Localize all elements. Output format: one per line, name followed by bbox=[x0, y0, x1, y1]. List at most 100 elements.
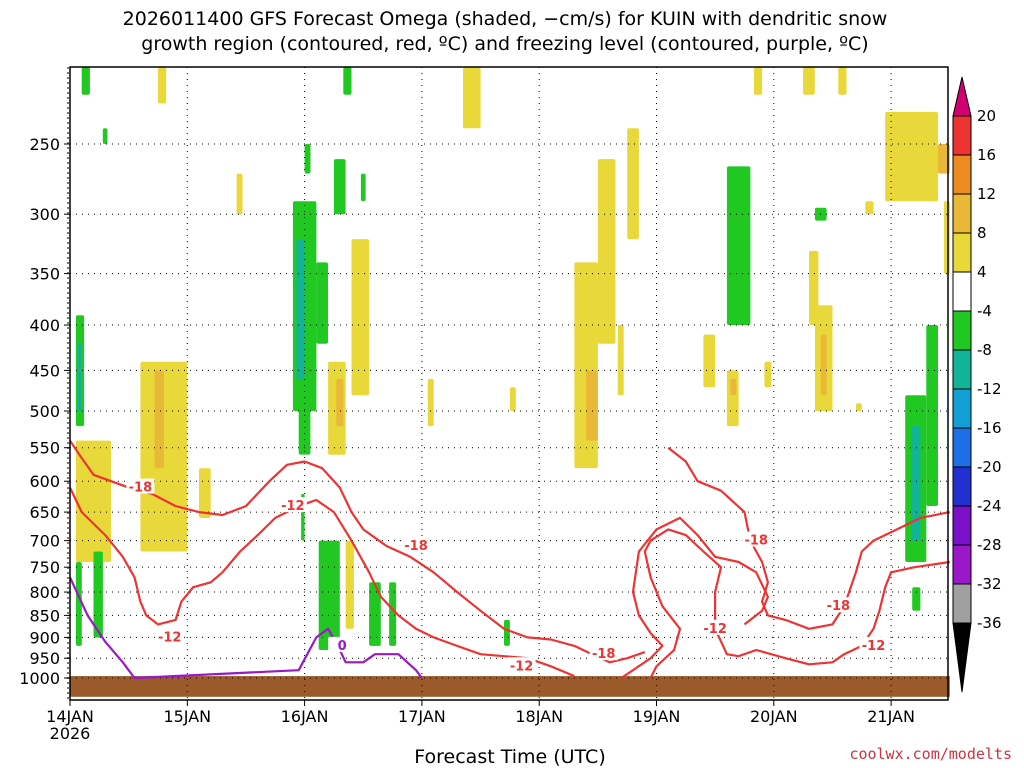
omega-region-42 bbox=[316, 262, 328, 344]
colorbar-label: -36 bbox=[977, 614, 1002, 632]
omega-region-3 bbox=[154, 370, 164, 469]
omega-region-36 bbox=[77, 343, 82, 411]
freezing-level-contour bbox=[69, 576, 423, 680]
y-tick-label: 300 bbox=[29, 205, 60, 224]
colorbar-segment bbox=[952, 232, 972, 273]
colorbar-segment bbox=[952, 427, 972, 468]
colorbar-segment bbox=[952, 388, 972, 429]
contour-label-bg-6 bbox=[742, 531, 771, 547]
omega-region-33 bbox=[943, 201, 950, 274]
omega-region-52 bbox=[504, 619, 510, 646]
y-tick-label: 650 bbox=[29, 503, 60, 522]
colorbar-label: -8 bbox=[977, 341, 992, 359]
contour-label-bg-7 bbox=[701, 619, 730, 635]
omega-region-30 bbox=[865, 201, 874, 215]
colorbar-segment bbox=[952, 271, 972, 312]
axes: 250 300 350 400 450 500 550 600 650 700 750 800 850 9… bbox=[19, 66, 949, 743]
omega-region-22 bbox=[753, 67, 763, 95]
omega-region-9 bbox=[351, 239, 370, 396]
omega-region-57 bbox=[926, 325, 938, 506]
colorbar-label: 16 bbox=[977, 146, 996, 164]
credit-link[interactable]: coolwx.com/modelts bbox=[849, 745, 1012, 763]
omega-region-58 bbox=[912, 587, 921, 611]
contour-label-bg-5 bbox=[589, 645, 618, 661]
x-tick-label: 19JAN bbox=[633, 707, 681, 726]
omega-region-56 bbox=[911, 426, 921, 541]
contour-label-bg-1 bbox=[278, 497, 307, 513]
contour-label-bg-2 bbox=[402, 537, 431, 553]
omega-region-6 bbox=[236, 173, 243, 215]
omega-region-31 bbox=[885, 111, 938, 202]
contour-label: -12 bbox=[510, 659, 534, 674]
omega-region-46 bbox=[304, 144, 311, 174]
colorbar-label: 8 bbox=[977, 224, 987, 242]
plot-frame bbox=[69, 66, 949, 701]
x-tick-label: 15JAN bbox=[163, 707, 211, 726]
contour-label-bg-3 bbox=[155, 628, 184, 644]
omega-region-11 bbox=[345, 540, 354, 629]
omega-region-32 bbox=[938, 144, 950, 174]
omega-region-10 bbox=[427, 378, 434, 427]
colorbar-label: 12 bbox=[977, 185, 996, 203]
omega-region-53 bbox=[726, 166, 751, 325]
omega-region-8 bbox=[336, 378, 344, 427]
omega-region-17 bbox=[627, 128, 639, 240]
omega-region-39 bbox=[102, 128, 108, 144]
omega-region-50 bbox=[369, 582, 381, 646]
y-tick-label: 950 bbox=[29, 649, 60, 668]
omega-region-23 bbox=[764, 361, 772, 388]
colorbar-arrow-top bbox=[952, 76, 972, 117]
contour-label: -18 bbox=[744, 534, 768, 549]
contour-label: -18 bbox=[129, 481, 153, 496]
grid bbox=[70, 67, 948, 700]
x-tick-label: 20JAN bbox=[750, 707, 798, 726]
y-tick-label: 400 bbox=[29, 316, 60, 335]
omega-region-15 bbox=[586, 370, 598, 441]
colorbar-label: 20 bbox=[977, 107, 996, 125]
contour-label-bg-8 bbox=[824, 597, 853, 613]
contour-label: -12 bbox=[862, 639, 886, 654]
contour-label: -18 bbox=[592, 647, 616, 662]
contour-label-bg-10 bbox=[328, 636, 357, 652]
plot-background bbox=[70, 67, 948, 700]
omega-region-13 bbox=[509, 387, 516, 411]
omega-region-43 bbox=[298, 403, 311, 455]
contour-label: 0 bbox=[338, 639, 347, 654]
omega-region-47 bbox=[343, 67, 352, 95]
colorbar-arrow-bottom bbox=[952, 622, 972, 693]
omega-region-37 bbox=[75, 562, 82, 646]
omega-region-4 bbox=[199, 468, 211, 518]
omega-region-48 bbox=[360, 173, 366, 202]
y-tick-label: 500 bbox=[29, 402, 60, 421]
colorbar-segment bbox=[952, 349, 972, 390]
colorbar-segment bbox=[952, 154, 972, 195]
contour-label: -12 bbox=[703, 622, 727, 637]
contour-label-bg-4 bbox=[507, 657, 536, 673]
omega-region-49 bbox=[318, 540, 340, 650]
x-tick-label: 14JAN bbox=[46, 707, 94, 726]
plot-area: -18 -12 -18 -12 -12 -18 -18 -12 -18 -12 0 bbox=[69, 67, 951, 700]
x-year-label: 2026 bbox=[50, 724, 91, 743]
y-tick-label: 600 bbox=[29, 472, 60, 491]
omega-region-29 bbox=[855, 403, 862, 411]
omega-region-34 bbox=[81, 67, 90, 95]
colorbar-label: -32 bbox=[977, 575, 1002, 593]
contour-label: -18 bbox=[827, 599, 851, 614]
colorbar-label: 4 bbox=[977, 263, 987, 281]
y-tick-label: 250 bbox=[29, 135, 60, 154]
chart-title-line-1: 2026011400 GFS Forecast Omega (shaded, −… bbox=[123, 8, 888, 30]
colorbar-label: -12 bbox=[977, 380, 1002, 398]
contour-label-bg-0 bbox=[126, 478, 155, 494]
colorbar-segment bbox=[952, 583, 972, 624]
colorbar-segment bbox=[952, 466, 972, 507]
omega-region-28 bbox=[838, 67, 847, 95]
omega-region-12 bbox=[463, 67, 481, 129]
colorbar-segment bbox=[952, 310, 972, 351]
omega-region-38 bbox=[93, 551, 103, 638]
contour-label: -12 bbox=[281, 499, 305, 514]
colorbar-segment bbox=[952, 193, 972, 234]
chart-title-line-2: growth region (contoured, red, ºC) and f… bbox=[141, 33, 868, 55]
contour-label-bg-9 bbox=[859, 636, 888, 652]
y-tick-label: 850 bbox=[29, 606, 60, 625]
